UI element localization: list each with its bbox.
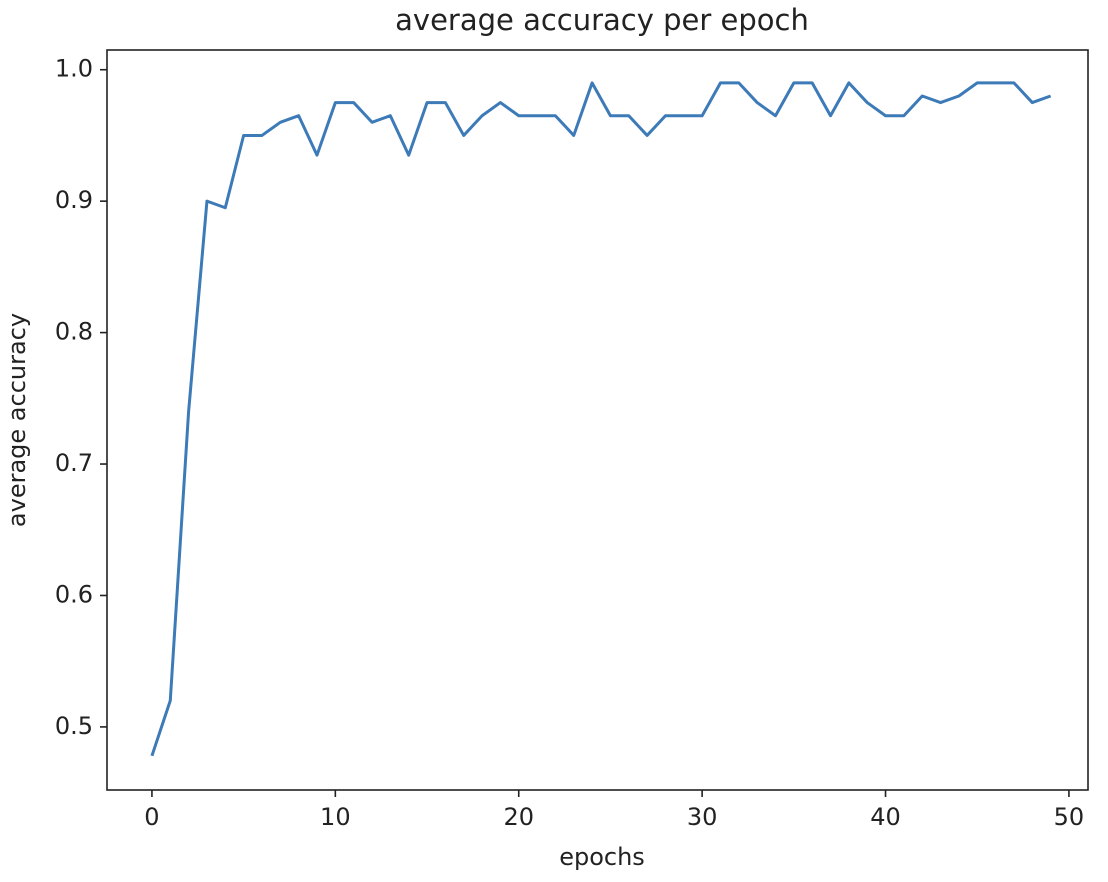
plot-frame <box>106 49 1089 791</box>
x-tick-label: 40 <box>870 803 901 831</box>
y-tick-label: 0.7 <box>55 449 93 477</box>
x-tick-label: 50 <box>1054 803 1085 831</box>
y-tick-label: 0.9 <box>55 186 93 214</box>
y-tick-label: 0.5 <box>55 712 93 740</box>
chart-title: average accuracy per epoch <box>395 3 809 37</box>
x-tick-label: 10 <box>320 803 351 831</box>
y-axis-label: average accuracy <box>3 313 31 527</box>
x-tick-label: 20 <box>503 803 534 831</box>
data-line <box>150 81 1052 757</box>
x-tick-label: 30 <box>687 803 718 831</box>
x-axis-label: epochs <box>559 843 645 871</box>
y-tick-label: 0.8 <box>55 318 93 346</box>
y-tick-label: 0.6 <box>55 580 93 608</box>
x-tick-label: 0 <box>144 803 159 831</box>
y-tick-label: 1.0 <box>55 55 93 83</box>
